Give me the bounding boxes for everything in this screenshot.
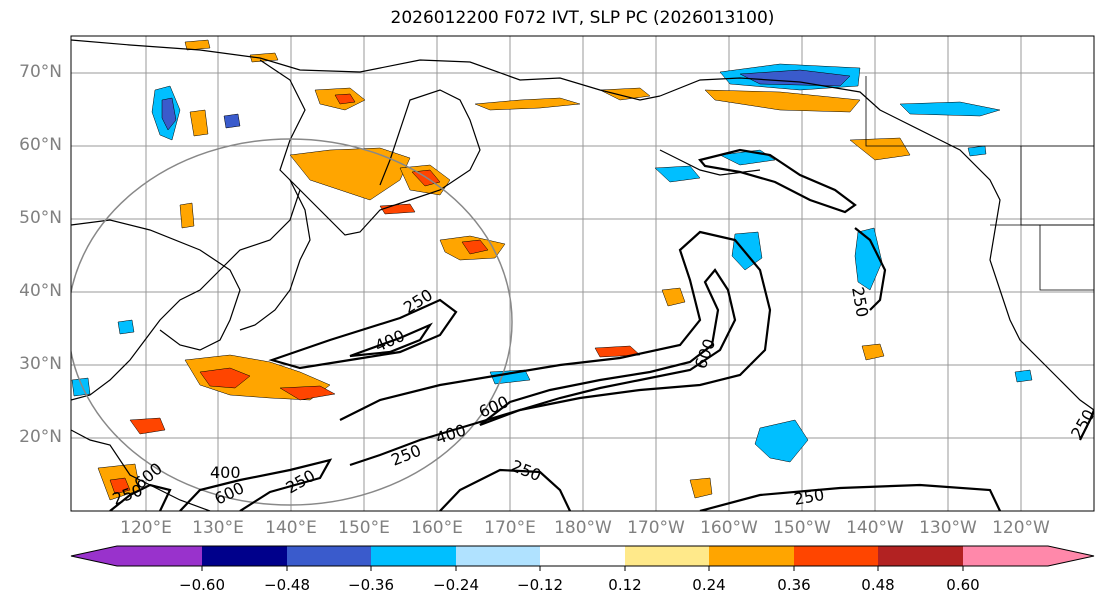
ivt-patches	[71, 39, 1033, 501]
colorbar-tick: −0.36	[348, 576, 394, 594]
borders	[865, 76, 1094, 291]
lat-label: 70°N	[19, 62, 62, 82]
colorbar-tick: −0.48	[264, 576, 310, 594]
lon-label: 160°W	[700, 518, 758, 538]
lat-label: 20°N	[19, 427, 62, 447]
lon-label: 140°E	[265, 518, 317, 538]
contour-label: 400	[433, 420, 468, 448]
lon-label: 170°E	[484, 518, 536, 538]
lat-label: 60°N	[19, 135, 62, 155]
contour-label: 250	[388, 441, 423, 470]
colorbar-tick: 0.60	[946, 576, 980, 594]
lon-label: 170°W	[627, 518, 685, 538]
lon-label: 130°E	[192, 518, 244, 538]
lon-label: 120°W	[992, 518, 1050, 538]
contour-label: 250	[509, 456, 544, 485]
contour-label: 400	[210, 463, 241, 482]
contour-label: 250	[792, 485, 825, 509]
contour-label: 250	[848, 285, 872, 318]
region-circle	[71, 138, 513, 506]
colorbar-tick: 0.24	[692, 576, 726, 594]
lon-label: 130°W	[919, 518, 977, 538]
colorbar-tick: −0.12	[517, 576, 563, 594]
colorbar-tick: −0.24	[433, 576, 479, 594]
lon-label: 160°E	[411, 518, 463, 538]
lon-label: 150°W	[773, 518, 831, 538]
coastlines	[71, 39, 1094, 511]
lat-label: 30°N	[19, 354, 62, 374]
colorbar-tick: 0.48	[861, 576, 895, 594]
colorbar-tick: 0.12	[608, 576, 642, 594]
colorbar-tick: −0.60	[179, 576, 225, 594]
lon-label: 120°E	[120, 518, 172, 538]
contour-label: 600	[211, 478, 247, 508]
map-title: 2026012200 F072 IVT, SLP PC (2026013100)	[390, 8, 775, 28]
map-frame	[70, 35, 1095, 512]
lat-label: 40°N	[19, 281, 62, 301]
lon-label: 180°W	[554, 518, 612, 538]
contour-label: 600	[691, 336, 719, 371]
lat-label: 50°N	[19, 208, 62, 228]
lon-label: 140°W	[846, 518, 904, 538]
colorbar-tick: 0.36	[777, 576, 811, 594]
lon-label: 150°E	[338, 518, 390, 538]
slp-contours	[109, 148, 1094, 511]
contour-label: 250	[400, 285, 436, 317]
